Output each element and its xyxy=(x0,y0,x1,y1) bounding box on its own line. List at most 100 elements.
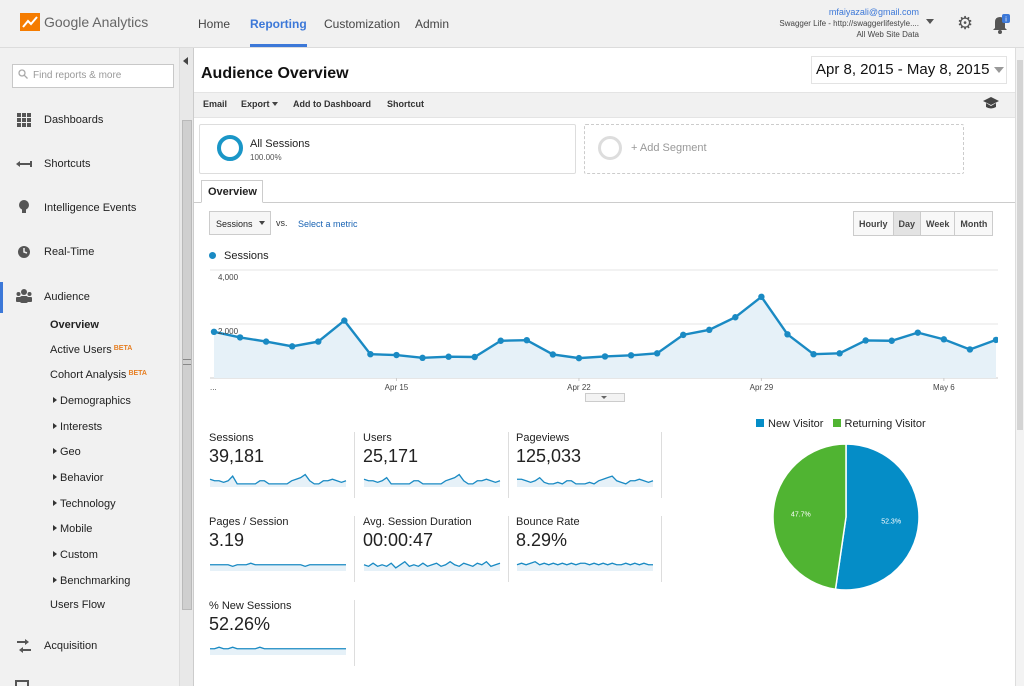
add-segment-button[interactable] xyxy=(584,124,964,174)
metric-card-avg-session-duration[interactable]: Avg. Session Duration 00:00:47 xyxy=(363,516,509,582)
x-start-label: ... xyxy=(210,383,217,392)
sessions-point[interactable] xyxy=(680,331,687,339)
sessions-point[interactable] xyxy=(966,346,974,353)
logo-text[interactable]: Google Analytics xyxy=(44,14,149,30)
date-range-picker[interactable]: Apr 8, 2015 - May 8, 2015 xyxy=(811,56,1007,84)
notification-bell-icon[interactable]: i xyxy=(992,14,1010,34)
sessions-point[interactable] xyxy=(393,351,400,359)
sessions-point[interactable] xyxy=(706,326,713,334)
sidebar-sub-technology[interactable]: Technology xyxy=(53,498,116,510)
sessions-point[interactable] xyxy=(575,354,583,362)
granularity-month[interactable]: Month xyxy=(954,212,993,235)
granularity-week[interactable]: Week xyxy=(920,212,955,235)
sidebar-item-audience[interactable]: Audience xyxy=(44,291,90,303)
sidebar-sub-interests[interactable]: Interests xyxy=(53,421,102,433)
legend-new-visitor[interactable]: New Visitor xyxy=(768,418,824,430)
metric-card-bounce-rate[interactable]: Bounce Rate 8.29% xyxy=(516,516,662,582)
sidebar-sub-cohort-analysis[interactable]: Cohort Analysis BETA xyxy=(50,369,147,381)
account-property[interactable]: Swagger Life - http://swaggerlifestyle..… xyxy=(779,19,919,28)
sidebar-sub-benchmarking[interactable]: Benchmarking xyxy=(53,575,130,587)
empty-segment-icon xyxy=(598,136,622,160)
sessions-point[interactable] xyxy=(262,338,270,345)
sidebar-sub-custom[interactable]: Custom xyxy=(53,549,98,561)
sessions-point[interactable] xyxy=(445,353,452,360)
sessions-point[interactable] xyxy=(810,351,817,358)
pie-slice-new-visitor[interactable] xyxy=(834,443,920,591)
sessions-point[interactable] xyxy=(236,334,244,341)
sidebar-sub-users-flow[interactable]: Users Flow xyxy=(50,599,106,611)
account-email[interactable]: mfaiyazali@gmail.com xyxy=(828,7,919,17)
metric-dropdown-icon[interactable] xyxy=(259,221,265,225)
sidebar-sub-demographics[interactable]: Demographics xyxy=(53,395,131,407)
sessions-point[interactable] xyxy=(992,336,998,344)
export-button[interactable]: Export xyxy=(241,99,279,109)
sidebar-sub-active-users[interactable]: Active Users BETA xyxy=(50,344,132,356)
nav-home[interactable]: Home xyxy=(198,17,231,31)
tab-overview[interactable]: Overview xyxy=(201,180,263,203)
granularity-hourly[interactable]: Hourly xyxy=(854,212,893,235)
nav-customization[interactable]: Customization xyxy=(324,17,401,31)
sessions-point[interactable] xyxy=(784,331,791,338)
sessions-point[interactable] xyxy=(914,329,921,336)
sessions-point[interactable] xyxy=(653,350,661,357)
sessions-point[interactable] xyxy=(210,328,218,335)
sessions-point[interactable] xyxy=(836,350,843,357)
sidebar-item-realtime[interactable]: Real-Time xyxy=(44,246,95,258)
pie-slice-returning-visitor[interactable] xyxy=(772,443,847,591)
sidebar-sub-behavior[interactable]: Behavior xyxy=(53,472,103,484)
sessions-point[interactable] xyxy=(419,354,426,362)
segment-ring-icon xyxy=(217,135,243,161)
sessions-point[interactable] xyxy=(758,293,765,300)
y-tick-label: 4,000 xyxy=(218,273,239,282)
sessions-point[interactable] xyxy=(627,352,635,359)
add-to-dashboard-button[interactable]: Add to Dashboard xyxy=(293,99,371,109)
sessions-point[interactable] xyxy=(888,337,895,344)
nav-admin[interactable]: Admin xyxy=(415,17,450,31)
granularity-day[interactable]: Day xyxy=(892,212,921,235)
sidebar-item-acquisition[interactable]: Acquisition xyxy=(44,640,98,652)
sidebar-item-shortcuts[interactable]: Shortcuts xyxy=(44,158,91,170)
pie-legend: New Visitor Returning Visitor xyxy=(756,418,926,430)
page-scroll-thumb[interactable] xyxy=(1017,60,1023,430)
metric-card-pages-session[interactable]: Pages / Session 3.19 xyxy=(209,516,355,582)
sidebar-item-dashboards[interactable]: Dashboards xyxy=(44,114,104,126)
education-cap-icon[interactable] xyxy=(983,96,999,110)
sidebar-sub-overview[interactable]: Overview xyxy=(50,319,99,331)
email-button[interactable]: Email xyxy=(203,99,228,109)
select-metric-link[interactable]: Select a metric xyxy=(298,219,358,229)
sessions-point[interactable] xyxy=(315,338,322,345)
gear-icon[interactable]: ⚙ xyxy=(957,13,974,33)
shortcut-button[interactable]: Shortcut xyxy=(387,99,424,109)
sessions-point[interactable] xyxy=(862,337,869,344)
sidebar-sub-geo[interactable]: Geo xyxy=(53,446,81,458)
sessions-point[interactable] xyxy=(497,337,504,344)
sessions-point[interactable] xyxy=(471,353,478,361)
sessions-point[interactable] xyxy=(341,317,348,324)
expand-arrow-icon xyxy=(53,474,57,480)
collapse-sidebar-icon[interactable] xyxy=(183,57,188,65)
sessions-point[interactable] xyxy=(367,351,374,358)
sidebar-scroll-thumb[interactable] xyxy=(182,120,192,610)
sidebar-item-intelligence-events[interactable]: Intelligence Events xyxy=(44,202,137,214)
sidebar-sub-mobile[interactable]: Mobile xyxy=(53,523,92,535)
metric-card-pageviews[interactable]: Pageviews 125,033 xyxy=(516,432,662,498)
date-dropdown-icon[interactable] xyxy=(994,67,1004,73)
metric-card-users[interactable]: Users 25,171 xyxy=(363,432,509,498)
nav-reporting[interactable]: Reporting xyxy=(250,17,307,47)
sessions-point[interactable] xyxy=(732,314,739,321)
sessions-point[interactable] xyxy=(289,343,296,350)
sessions-point[interactable] xyxy=(940,336,948,343)
search-input[interactable]: Find reports & more xyxy=(12,64,174,88)
sessions-point[interactable] xyxy=(549,351,557,358)
sessions-point[interactable] xyxy=(523,337,530,344)
google-analytics-logo-icon[interactable] xyxy=(20,13,40,31)
sparkline-line xyxy=(210,562,346,568)
sessions-point[interactable] xyxy=(601,353,609,360)
metric-card--new-sessions[interactable]: % New Sessions 52.26% xyxy=(209,600,355,666)
sidebar-resize-grip[interactable] xyxy=(183,359,191,365)
metric-card-sessions[interactable]: Sessions 39,181 xyxy=(209,432,355,498)
account-view[interactable]: All Web Site Data xyxy=(856,30,919,39)
segment-all-sessions[interactable] xyxy=(199,124,576,174)
account-dropdown-icon[interactable] xyxy=(926,19,934,24)
legend-returning-visitor[interactable]: Returning Visitor xyxy=(844,418,926,430)
